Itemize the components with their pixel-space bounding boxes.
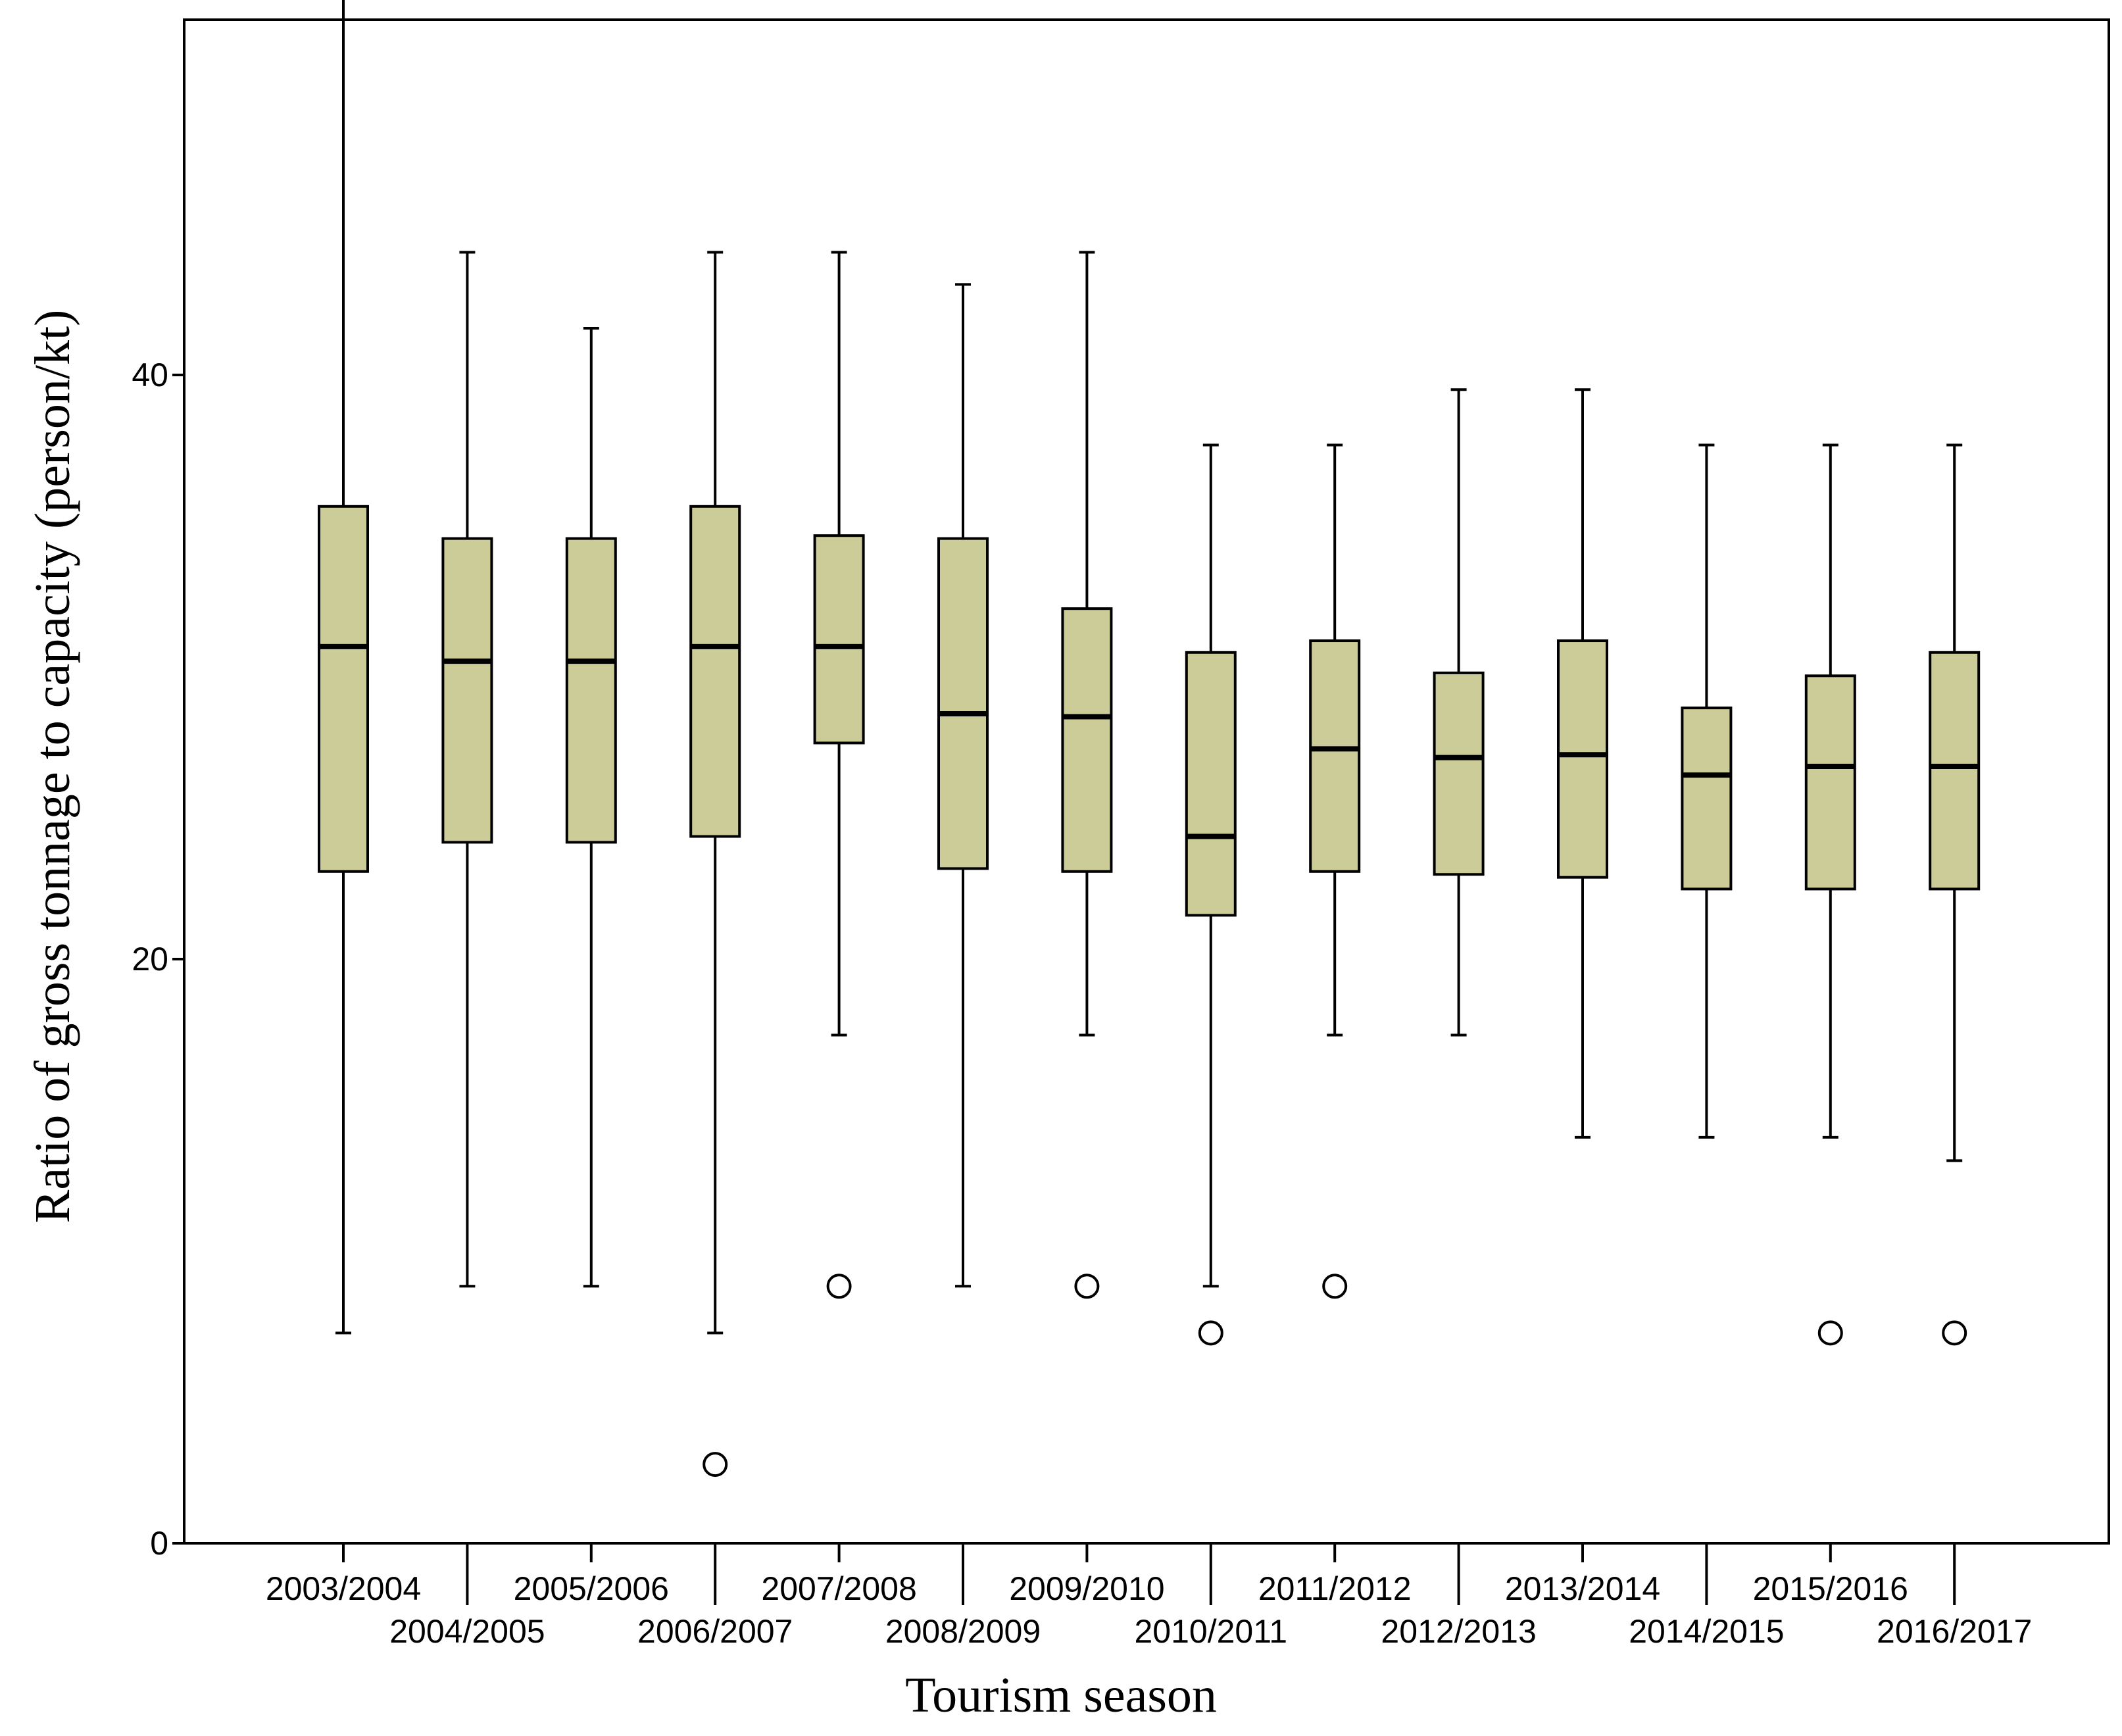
y-axis: 0204060 [132, 357, 184, 1562]
iqr-box [689, 505, 741, 838]
iqr-box [318, 505, 369, 873]
outlier-point [1817, 1320, 1843, 1346]
iqr-box [1309, 639, 1361, 873]
iqr-box [813, 534, 865, 745]
box-group [1681, 443, 1733, 1139]
x-tick-label: 2009/2010 [1009, 1570, 1164, 1607]
iqr-box [1185, 651, 1237, 917]
box-group [441, 251, 493, 1288]
x-tick-label: 2008/2009 [885, 1613, 1041, 1650]
iqr-box [565, 537, 617, 844]
iqr-box [1804, 674, 1856, 891]
outlier-point [1074, 1274, 1100, 1299]
x-tick-label: 2011/2012 [1258, 1570, 1412, 1607]
x-tick-label: 2004/2005 [389, 1613, 545, 1650]
box-group [937, 283, 989, 1288]
y-tick-label: 0 [150, 1525, 168, 1562]
iqr-box [1681, 707, 1733, 891]
x-tick-label: 2007/2008 [761, 1570, 916, 1607]
box-group [813, 251, 865, 1299]
x-tick-label: 2014/2015 [1629, 1613, 1784, 1650]
outlier-point [1322, 1274, 1348, 1299]
x-tick-label: 2010/2011 [1134, 1613, 1287, 1650]
outlier-point [703, 1452, 728, 1477]
outlier-point [826, 1274, 852, 1299]
y-axis-title: Ratio of gross tonnage to capacity (pers… [25, 310, 80, 1224]
box-group [318, 0, 369, 1335]
outlier-point [1942, 1320, 1967, 1346]
box-group [1557, 388, 1608, 1139]
box-group [1309, 443, 1361, 1299]
box-group [1804, 443, 1856, 1346]
outlier-point [1198, 1320, 1223, 1346]
iqr-box [1061, 607, 1113, 873]
iqr-box [937, 537, 989, 870]
boxes-layer: * [318, 0, 1981, 1477]
iqr-box [1929, 651, 1981, 891]
y-tick-label: 40 [132, 357, 168, 393]
x-tick-label: 2006/2007 [637, 1613, 793, 1650]
iqr-box [441, 537, 493, 844]
x-tick-label: 2016/2017 [1877, 1613, 2032, 1650]
iqr-box [1433, 671, 1485, 876]
x-tick-label: 2013/2014 [1505, 1570, 1660, 1607]
box-group: * [1929, 443, 1981, 1346]
box-group [689, 251, 741, 1477]
y-tick-label: 20 [132, 941, 168, 978]
box-group [1433, 388, 1485, 1037]
x-tick-label: 2005/2006 [514, 1570, 669, 1607]
x-axis: 2003/2004 2004/2005 2005/2006 2006/2007 2007… [266, 1543, 2032, 1650]
x-tick-label: 2012/2013 [1381, 1613, 1536, 1650]
x-tick-label: 2003/2004 [266, 1570, 421, 1607]
box-group [565, 326, 617, 1288]
iqr-box [1557, 639, 1608, 879]
box-group [1185, 443, 1237, 1346]
x-axis-title: Tourism season [905, 1668, 1217, 1723]
plot-frame [183, 18, 2110, 1545]
box-group [1061, 251, 1113, 1299]
x-tick-label: 2015/2016 [1753, 1570, 1908, 1607]
